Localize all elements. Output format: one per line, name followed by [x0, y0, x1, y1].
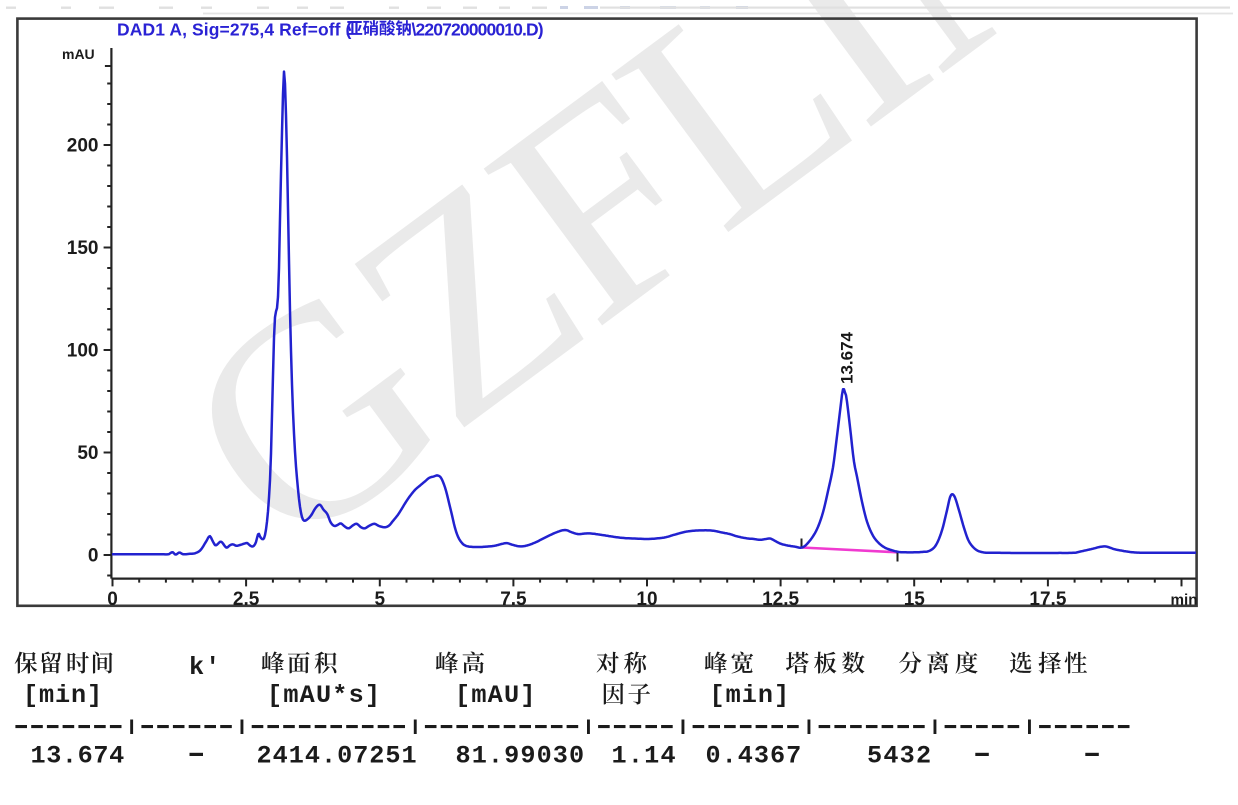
svg-text:5432: 5432: [867, 742, 932, 771]
svg-text:k': k': [189, 653, 221, 682]
svg-text:1.14: 1.14: [612, 742, 677, 771]
svg-text:0: 0: [88, 546, 99, 567]
svg-text:0: 0: [107, 589, 118, 610]
svg-text:\220720000010.D): \220720000010.D): [412, 19, 543, 39]
svg-text:13.674: 13.674: [31, 742, 125, 771]
svg-text:50: 50: [77, 443, 98, 464]
svg-text:13.674: 13.674: [837, 331, 856, 384]
svg-text:200: 200: [67, 136, 99, 157]
svg-text:[mAU*s]: [mAU*s]: [267, 681, 381, 710]
svg-text:DAD1 A, Sig=275,4 Ref=off (: DAD1 A, Sig=275,4 Ref=off (: [117, 19, 352, 39]
svg-text:mAU: mAU: [62, 46, 95, 62]
svg-text:[min]: [min]: [710, 681, 791, 710]
svg-text:100: 100: [67, 341, 99, 362]
svg-text:0.4367: 0.4367: [706, 742, 803, 771]
svg-text:[mAU]: [mAU]: [455, 681, 537, 710]
svg-text:min: min: [1171, 592, 1198, 609]
svg-text:2414.07251: 2414.07251: [257, 742, 418, 771]
svg-text:2.5: 2.5: [233, 589, 260, 610]
svg-text:12.5: 12.5: [762, 589, 799, 610]
svg-text:17.5: 17.5: [1029, 589, 1066, 610]
svg-text:[min]: [min]: [23, 681, 103, 710]
svg-text:15: 15: [904, 589, 926, 610]
svg-text:7.5: 7.5: [500, 589, 527, 610]
svg-text:81.99030: 81.99030: [456, 742, 586, 771]
svg-text:5: 5: [375, 589, 386, 610]
svg-text:10: 10: [636, 589, 657, 610]
svg-text:150: 150: [67, 238, 99, 259]
